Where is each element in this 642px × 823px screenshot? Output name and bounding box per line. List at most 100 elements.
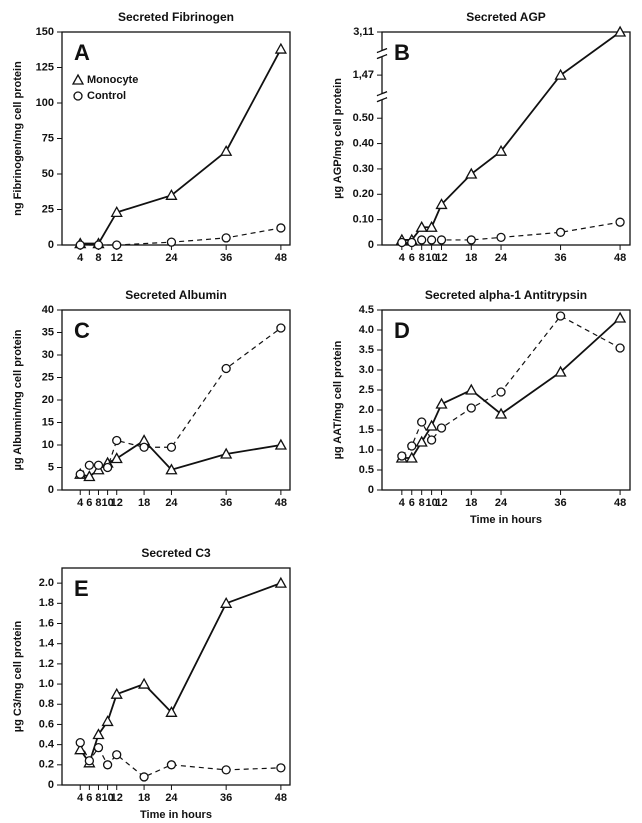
marker-circle: [397, 451, 407, 461]
marker-circle: [436, 235, 447, 245]
x-tick-label: 10: [425, 252, 437, 264]
marker-circle: [166, 760, 177, 770]
y-tick-label: 0.8: [39, 698, 54, 710]
marker-triangle: [425, 419, 438, 431]
y-tick-label: 20: [42, 394, 54, 406]
y-tick-label: 125: [36, 61, 54, 73]
y-tick-label: 40: [42, 304, 54, 316]
marker-triangle: [274, 438, 287, 450]
marker-circle: [417, 235, 427, 245]
marker-circle: [407, 237, 417, 248]
marker-circle: [276, 223, 286, 233]
y-tick-label: 0.20: [353, 188, 374, 200]
x-tick-label: 8: [95, 497, 101, 509]
marker-triangle: [220, 447, 233, 459]
y-tick-label: 1.8: [39, 597, 54, 609]
marker-circle: [84, 756, 95, 766]
x-tick-label: 4: [77, 497, 84, 509]
marker-circle: [112, 240, 122, 250]
y-axis-label: ng Fibrinogen/mg cell protein: [12, 61, 24, 216]
y-tick-label: 0.2: [39, 759, 54, 771]
chart-title: Secreted AGP: [466, 10, 546, 24]
y-tick-label: 50: [42, 168, 54, 180]
y-tick-label: 3,11: [353, 26, 374, 38]
y-axis-label: µg AAT/mg cell protein: [332, 340, 344, 459]
x-tick-label: 4: [399, 252, 406, 264]
y-tick-label: 1,47: [353, 69, 374, 81]
marker-circle: [221, 765, 231, 775]
axis-break: [376, 91, 388, 103]
marker-triangle: [137, 677, 151, 689]
marker-triangle: [110, 452, 123, 464]
y-tick-label: 0.5: [359, 464, 374, 476]
panel-label: B: [394, 40, 410, 65]
marker-triangle: [613, 25, 627, 37]
plot-frame: [381, 31, 631, 246]
y-tick-label: 75: [42, 132, 54, 144]
x-tick-label: 6: [86, 497, 92, 509]
x-tick-label: 36: [220, 252, 232, 264]
y-tick-label: 0.6: [39, 718, 54, 730]
marker-circle: [555, 311, 566, 321]
x-axis-label: Time in hours: [140, 809, 212, 821]
marker-circle: [555, 227, 566, 237]
marker-circle: [102, 462, 113, 473]
marker-circle: [466, 403, 476, 413]
x-tick-label: 24: [165, 497, 178, 509]
marker-triangle: [465, 167, 478, 179]
x-tick-label: 12: [435, 497, 447, 509]
y-tick-label: 0: [368, 484, 374, 496]
marker-circle: [75, 469, 85, 479]
y-tick-label: 0.30: [353, 163, 374, 175]
x-tick-label: 48: [614, 252, 626, 264]
marker-triangle: [494, 407, 508, 419]
x-tick-label: 4: [77, 252, 84, 264]
marker-circle: [466, 235, 476, 245]
legend-label: Monocyte: [87, 74, 138, 86]
marker-triangle: [494, 144, 508, 156]
y-tick-label: 1.0: [359, 444, 374, 456]
y-tick-label: 25: [42, 203, 54, 215]
marker-triangle: [435, 397, 448, 409]
x-tick-label: 36: [220, 497, 232, 509]
y-tick-label: 0.4: [39, 739, 55, 751]
y-tick-label: 150: [36, 26, 54, 38]
y-tick-label: 1.0: [39, 678, 54, 690]
y-tick-label: 2.0: [359, 404, 374, 416]
y-tick-label: 1.5: [359, 424, 374, 436]
x-tick-label: 6: [86, 792, 92, 804]
marker-circle: [112, 435, 122, 446]
marker-triangle: [83, 470, 96, 482]
marker-circle: [276, 323, 286, 333]
panel-label: E: [74, 576, 89, 601]
y-tick-label: 2.5: [359, 384, 374, 396]
marker-triangle: [554, 68, 567, 80]
y-tick-label: 100: [36, 97, 54, 109]
y-axis-label: µg Albumin/mg cell protein: [12, 329, 24, 470]
series-line: [401, 315, 621, 457]
marker-circle: [221, 363, 231, 374]
y-tick-label: 1.6: [39, 617, 54, 629]
x-tick-label: 4: [77, 792, 84, 804]
y-tick-label: 4.5: [359, 304, 374, 316]
plot-frame: [61, 567, 291, 786]
y-tick-label: 5: [48, 461, 54, 473]
y-tick-label: 4.0: [359, 324, 374, 336]
marker-triangle: [435, 198, 448, 210]
x-tick-label: 18: [138, 792, 150, 804]
marker-triangle: [74, 743, 87, 755]
y-tick-label: 3.0: [359, 364, 374, 376]
marker-circle: [75, 240, 85, 250]
x-tick-label: 12: [111, 792, 123, 804]
marker-circle: [93, 743, 104, 753]
marker-circle: [276, 763, 286, 773]
marker-triangle: [465, 383, 478, 395]
y-tick-label: 0.40: [353, 137, 374, 149]
marker-triangle: [554, 365, 567, 377]
marker-triangle: [220, 596, 233, 608]
marker-circle: [496, 232, 506, 243]
y-tick-label: 25: [42, 371, 54, 383]
marker-triangle: [165, 463, 178, 475]
marker-triangle: [110, 687, 123, 699]
marker-triangle: [405, 451, 418, 463]
